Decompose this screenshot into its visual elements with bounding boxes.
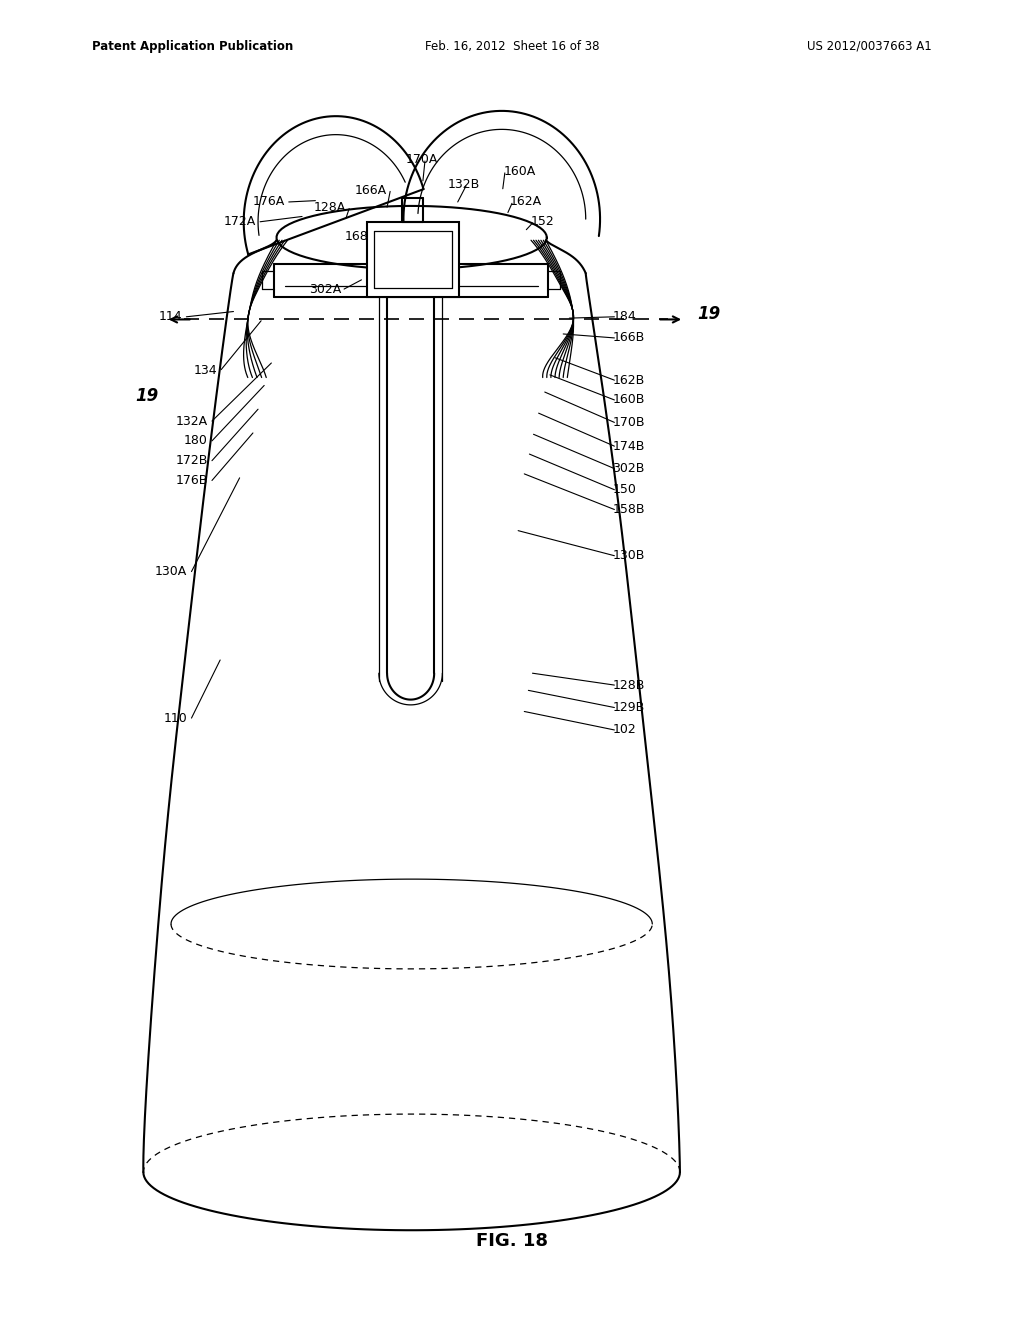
Text: 166B: 166B (612, 331, 644, 345)
Text: 160A: 160A (504, 165, 536, 178)
Text: 134: 134 (194, 364, 217, 378)
Text: 166A: 166A (355, 183, 387, 197)
Text: 128A: 128A (314, 201, 346, 214)
Text: 130A: 130A (156, 565, 187, 578)
Text: 110: 110 (164, 711, 187, 725)
Text: 102: 102 (612, 723, 636, 737)
Text: 302B: 302B (612, 462, 645, 475)
Text: 129B: 129B (612, 701, 644, 714)
Text: 150: 150 (612, 483, 636, 496)
Text: 130B: 130B (612, 549, 645, 562)
Text: 184: 184 (612, 310, 636, 323)
Text: 19: 19 (135, 387, 158, 405)
Text: Patent Application Publication: Patent Application Publication (92, 40, 294, 53)
Bar (367, 222, 459, 297)
Text: 176B: 176B (175, 474, 208, 487)
Text: 128B: 128B (612, 678, 645, 692)
Text: 302A: 302A (309, 282, 341, 296)
Text: 174B: 174B (612, 440, 645, 453)
Text: 168A: 168A (345, 230, 377, 243)
Text: 172B: 172B (175, 454, 208, 467)
Text: 132A: 132A (176, 414, 208, 428)
Text: US 2012/0037663 A1: US 2012/0037663 A1 (807, 40, 932, 53)
Text: FIG. 18: FIG. 18 (476, 1232, 548, 1250)
Text: 180: 180 (184, 434, 208, 447)
Text: 160B: 160B (612, 393, 645, 407)
Text: 132B: 132B (447, 178, 480, 191)
Text: 152: 152 (530, 215, 554, 228)
Text: 158B: 158B (612, 503, 645, 516)
Text: Feb. 16, 2012  Sheet 16 of 38: Feb. 16, 2012 Sheet 16 of 38 (425, 40, 599, 53)
Text: 172A: 172A (224, 215, 256, 228)
Text: 170B: 170B (612, 416, 645, 429)
Text: 176A: 176A (253, 195, 285, 209)
Text: 162A: 162A (510, 195, 542, 209)
Text: 162B: 162B (612, 374, 644, 387)
Text: 114: 114 (159, 310, 182, 323)
Text: 19: 19 (697, 305, 720, 323)
Text: 170A: 170A (406, 153, 438, 166)
